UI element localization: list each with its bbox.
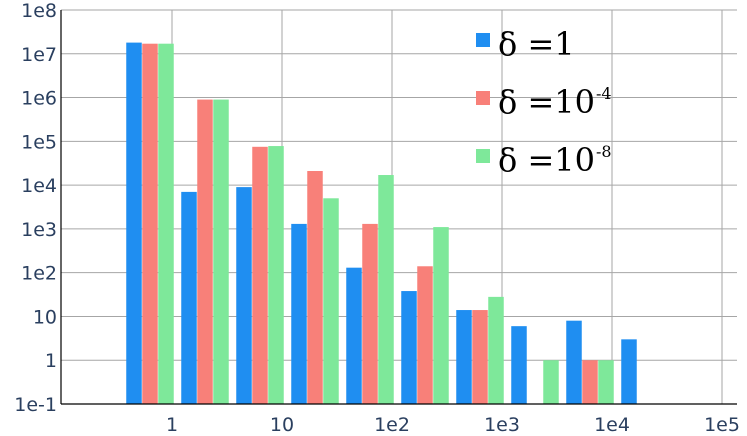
axes: 1e-1 1 10 1e2 1e3 1e4 1e5 1e6 1e7 1e8 1 10 1e2 1e3 1e4… [14, 0, 740, 436]
legend-swatch [476, 91, 490, 105]
bars [126, 42, 637, 405]
bar-series-3 [213, 99, 229, 404]
bar-series-3 [378, 175, 394, 404]
legend: δ =1δ =10 -4δ =10 -8 [476, 25, 612, 179]
bar-series-2 [252, 146, 268, 405]
legend-label: δ =1 [498, 25, 575, 63]
bar-series-1 [621, 339, 637, 404]
y-tick-label: 10 [33, 306, 57, 328]
x-tick-label: 1e5 [704, 414, 740, 436]
y-tick-label: 1e3 [21, 219, 57, 241]
y-tick-label: 1e8 [21, 0, 57, 22]
bar-series-2 [307, 171, 323, 404]
bar-series-1 [291, 223, 307, 404]
bar-series-3 [488, 296, 504, 404]
bar-series-1 [456, 310, 472, 404]
x-tick-label: 1e3 [484, 414, 520, 436]
bar-series-1 [126, 42, 142, 405]
legend-swatch [476, 149, 490, 163]
bar-series-2 [142, 43, 158, 404]
x-tick-label: 1 [166, 414, 178, 436]
bar-series-3 [433, 227, 449, 404]
y-tick-label: 1e-1 [14, 394, 57, 416]
legend-label-superscript: -4 [596, 84, 612, 103]
bar-series-3 [543, 360, 559, 404]
bar-series-2 [582, 360, 598, 404]
y-tick-label: 1e6 [21, 88, 57, 110]
bar-series-2 [362, 223, 378, 404]
bar-series-3 [598, 360, 614, 404]
legend-swatch [476, 33, 490, 47]
bar-series-1 [236, 187, 252, 404]
y-tick-label: 1 [45, 350, 57, 372]
bar-series-1 [346, 267, 362, 404]
x-tick-label: 1e2 [374, 414, 410, 436]
y-tick-label: 1e2 [21, 263, 57, 285]
bar-series-1 [566, 320, 582, 404]
x-tick-label: 1e4 [594, 414, 630, 436]
y-tick-label: 1e7 [21, 44, 57, 66]
legend-label: δ =10 [498, 83, 595, 121]
bar-series-3 [158, 43, 174, 404]
bar-series-1 [401, 291, 417, 404]
bar-series-2 [197, 99, 213, 404]
bar-series-3 [268, 146, 284, 404]
bar-series-2 [472, 310, 488, 404]
bar-series-1 [511, 326, 527, 404]
legend-label-superscript: -8 [596, 142, 612, 161]
x-tick-label: 10 [270, 414, 294, 436]
y-tick-label: 1e5 [21, 131, 57, 153]
bar-series-2 [417, 266, 433, 404]
legend-label: δ =10 [498, 141, 595, 179]
bar-series-3 [323, 198, 339, 404]
y-tick-label: 1e4 [21, 175, 57, 197]
bar-series-1 [181, 191, 197, 404]
